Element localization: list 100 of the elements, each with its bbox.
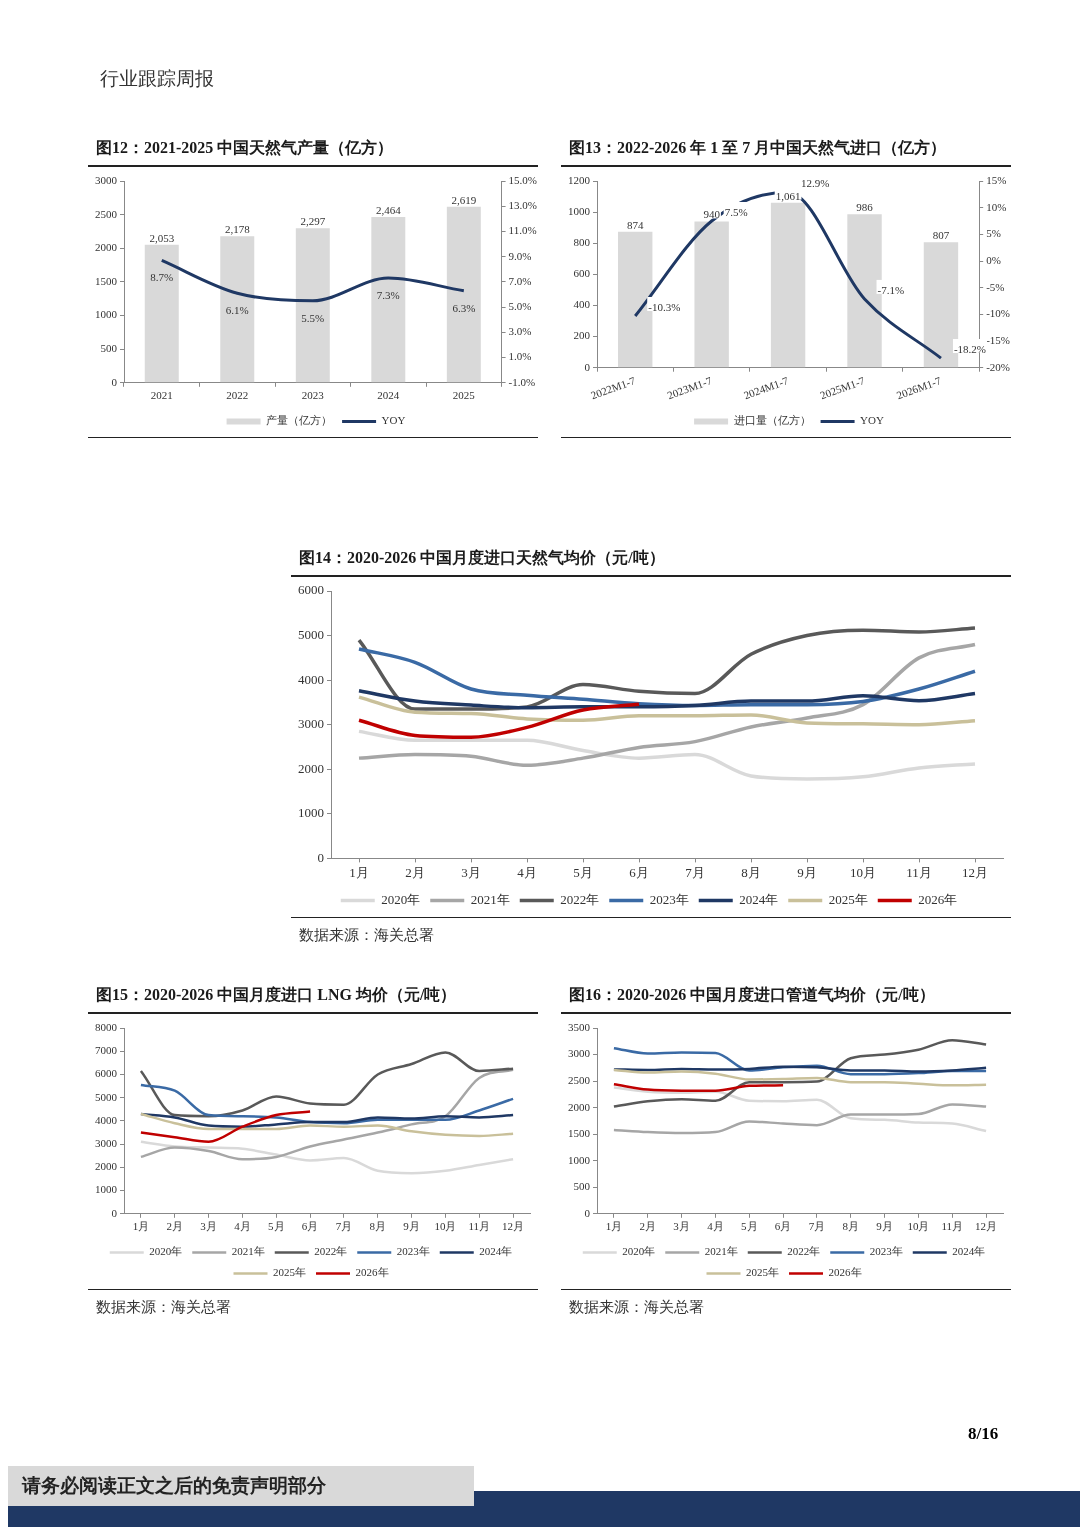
x-tick-label: 11月: [468, 1220, 491, 1233]
x-tick-label: 2024: [377, 389, 400, 402]
y-tick-label: 0: [111, 1206, 118, 1219]
chart-title: 图12：2021-2025 中国天然气产量（亿方）: [88, 138, 538, 167]
y2-tick-label: -15%: [986, 333, 1010, 346]
y-tick-label: 1200: [568, 173, 591, 186]
data-label: 8.7%: [150, 271, 174, 284]
legend-label: 2020年: [622, 1245, 656, 1258]
data-label: 940: [703, 208, 721, 221]
text: 请务必阅读正文之后的免责声明部分: [8, 1466, 474, 1506]
y-tick-label: 4000: [298, 671, 324, 687]
line-series: [612, 1086, 988, 1133]
y2-tick-label: 15%: [986, 173, 1007, 186]
x-tick-label: 12月: [962, 864, 988, 880]
data-label: 6.1%: [225, 304, 249, 317]
y-tick-label: 8000: [95, 1020, 118, 1033]
y2-tick-label: 11.0%: [508, 224, 537, 237]
bar: [220, 236, 255, 383]
y-tick-label: 800: [573, 236, 591, 249]
legend-label: YOY: [860, 414, 884, 427]
x-tick-label: 3月: [673, 1220, 690, 1233]
y-tick-label: 6000: [95, 1067, 118, 1080]
y2-tick-label: -10%: [986, 307, 1010, 320]
line-series: [139, 1110, 312, 1144]
line-series: [357, 702, 641, 739]
x-tick-label: 9月: [403, 1220, 420, 1233]
legend-label: 2024年: [479, 1245, 513, 1258]
y2-tick-label: 0%: [986, 253, 1001, 266]
chart-title: 图16：2020-2026 中国月度进口管道气均价（元/吨）: [561, 985, 1011, 1014]
y2-tick-label: 13.0%: [508, 199, 538, 212]
x-tick-label: 2025: [452, 389, 476, 402]
line-series: [139, 1051, 515, 1118]
legend-label: YOY: [381, 414, 406, 427]
y-tick-label: 2500: [568, 1073, 591, 1086]
y-tick-label: 6000: [298, 582, 324, 598]
x-tick-label: 6月: [301, 1220, 319, 1233]
data-label: 12.9%: [801, 177, 830, 190]
legend-label: 2023年: [396, 1245, 430, 1258]
x-tick-label: 2月: [639, 1220, 656, 1233]
legend-label: 2022年: [560, 891, 600, 907]
legend-label: 2026年: [355, 1266, 389, 1279]
legend-label: 2026年: [918, 891, 958, 907]
data-label: -7.1%: [877, 283, 905, 296]
y-tick-label: 200: [573, 329, 591, 342]
data-label: 874: [626, 218, 644, 231]
legend-label: 2026年: [828, 1266, 862, 1279]
line-series: [357, 642, 977, 768]
x-tick-label: 10月: [850, 864, 876, 880]
line-series: [139, 1140, 515, 1175]
x-tick-label: 4月: [707, 1220, 724, 1233]
text: 行业跟踪周报: [100, 67, 214, 91]
x-tick-label: 3月: [461, 864, 481, 880]
data-label: 5.5%: [301, 311, 325, 324]
line-series: [357, 689, 977, 710]
y2-tick-label: 7.0%: [508, 274, 532, 287]
x-tick-label: 4月: [517, 864, 537, 880]
x-tick-label: 8月: [741, 864, 761, 880]
y2-tick-label: 9.0%: [508, 249, 532, 262]
y-tick-label: 5000: [95, 1090, 118, 1103]
x-tick-label: 2022: [226, 389, 249, 402]
y2-tick-label: 15.0%: [508, 173, 538, 186]
y-tick-label: 1500: [568, 1127, 591, 1140]
y2-tick-label: -5%: [986, 280, 1005, 293]
legend-label: 2025年: [746, 1266, 779, 1279]
y2-tick-label: 1.0%: [508, 350, 532, 363]
legend-label: 2023年: [869, 1245, 903, 1258]
line-series: [612, 1038, 988, 1108]
legend-label: 2021年: [231, 1245, 265, 1258]
legend-label: 2023年: [649, 891, 689, 907]
x-tick-label: 12月: [975, 1220, 998, 1233]
y2-tick-label: -20%: [986, 360, 1010, 373]
data-label: -10.3%: [648, 300, 681, 313]
x-tick-label: 9月: [797, 864, 817, 880]
line-series: [139, 1112, 515, 1138]
y-tick-label: 500: [100, 342, 118, 355]
y2-tick-label: 5%: [986, 227, 1001, 240]
x-tick-label: 10月: [434, 1220, 457, 1233]
y-tick-label: 3000: [95, 1137, 118, 1150]
line-series: [357, 695, 977, 727]
x-tick-label: 1月: [132, 1220, 150, 1233]
y-tick-label: 2000: [95, 241, 118, 254]
y-tick-label: 1000: [568, 205, 591, 218]
y2-tick-label: -1.0%: [508, 375, 536, 388]
y2-tick-label: 3.0%: [508, 325, 532, 338]
y-tick-label: 1000: [95, 308, 118, 321]
x-tick-label: 7月: [335, 1220, 353, 1233]
data-label: 6.3%: [452, 301, 476, 314]
line-series: [612, 1103, 988, 1135]
legend-label: 2020年: [149, 1245, 183, 1258]
legend-label: 进口量（亿方）: [733, 414, 811, 427]
data-label: 986: [856, 201, 874, 214]
bar: [694, 221, 729, 368]
x-tick-label: 10月: [907, 1220, 930, 1233]
y-tick-label: 1000: [298, 805, 324, 821]
y-tick-label: 2000: [568, 1100, 591, 1113]
bar: [770, 202, 806, 368]
y-tick-label: 1000: [568, 1153, 591, 1166]
line-series: [139, 1068, 515, 1161]
x-tick-label: 7月: [685, 864, 705, 880]
y-tick-label: 0: [584, 1206, 591, 1219]
